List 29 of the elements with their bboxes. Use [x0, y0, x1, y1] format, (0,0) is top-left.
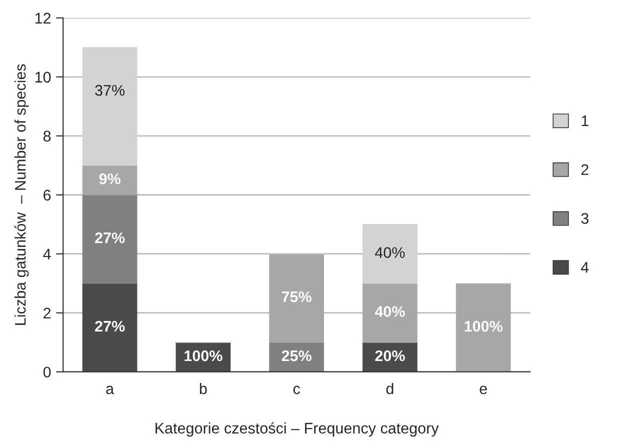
- y-tick-label: 6: [44, 190, 51, 201]
- annotation: 75%: [282, 291, 312, 302]
- annotation: 40%: [375, 247, 405, 258]
- y-tick-label: 8: [43, 130, 51, 142]
- annotation: 40%: [374, 306, 405, 317]
- y-tick-label: 4: [43, 248, 51, 260]
- legend-label: 4: [580, 262, 589, 273]
- x-tick-label: a: [106, 386, 114, 394]
- x-tick-label: d: [386, 382, 394, 394]
- y-tick-label: 12: [35, 12, 51, 24]
- y-tick-label: 10: [35, 72, 51, 83]
- x-axis-title: Kategorie czestości – Frequency category: [156, 422, 439, 437]
- y-tick-label: 0: [43, 366, 51, 378]
- annotation: 9%: [99, 173, 120, 184]
- x-tick-label: c: [293, 386, 300, 394]
- annotation: 27%: [95, 320, 125, 332]
- x-tick-label: e: [480, 386, 487, 394]
- x-tick-label: b: [200, 382, 207, 394]
- legend-label: 3: [581, 213, 588, 224]
- annotation: 100%: [464, 320, 502, 332]
- y-tick-label: 2: [44, 308, 51, 318]
- annotation: 27%: [95, 232, 125, 244]
- y-axis-title: Liczba gatunków – Number of species: [14, 64, 29, 325]
- legend-label: 1: [582, 116, 588, 126]
- annotation: 25%: [282, 350, 312, 362]
- legend-label: 2: [581, 164, 588, 175]
- annotation: 20%: [375, 350, 405, 362]
- annotation: 100%: [184, 350, 222, 362]
- annotation: 37%: [95, 84, 125, 96]
